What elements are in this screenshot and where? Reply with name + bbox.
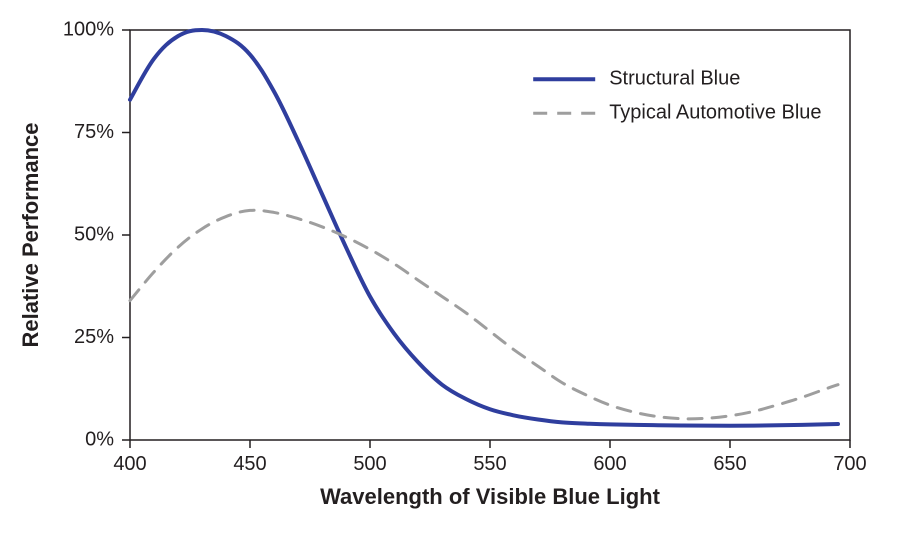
x-tick-label: 650 xyxy=(713,453,746,475)
x-tick-label: 550 xyxy=(473,453,506,475)
line-chart: 0% 25% 50% 75% 100% 400 450 500 550 600 650 700 Wave… xyxy=(0,0,900,550)
chart-container: 0% 25% 50% 75% 100% 400 450 500 550 600 650 700 Wave… xyxy=(0,0,900,550)
x-tick-label: 600 xyxy=(593,453,626,475)
legend-label: Structural Blue xyxy=(609,67,740,89)
y-tick-label: 50% xyxy=(74,223,114,245)
y-tick-label: 25% xyxy=(74,326,114,348)
y-tick-label: 75% xyxy=(74,121,114,143)
x-tick-label: 500 xyxy=(353,453,386,475)
legend-label: Typical Automotive Blue xyxy=(609,101,821,123)
y-axis-title: Relative Performance xyxy=(18,123,43,348)
y-tick-label: 100% xyxy=(63,18,114,40)
x-tick-label: 400 xyxy=(113,453,146,475)
x-tick-label: 450 xyxy=(233,453,266,475)
x-axis-title: Wavelength of Visible Blue Light xyxy=(320,484,660,509)
y-tick-label: 0% xyxy=(85,428,114,450)
x-tick-label: 700 xyxy=(833,453,866,475)
